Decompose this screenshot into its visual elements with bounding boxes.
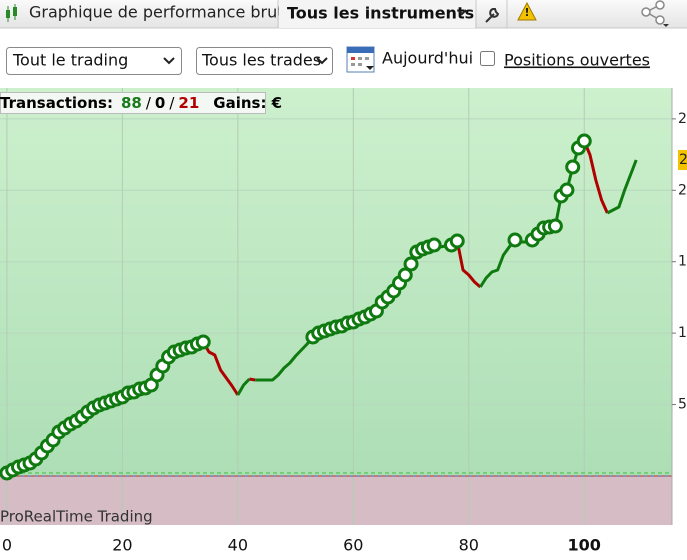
info-text: Transactions: 88/0/21 Gains: € <box>0 94 282 112</box>
line-segment <box>606 159 638 215</box>
plot-area <box>0 88 672 525</box>
line-segment <box>249 377 256 382</box>
select[interactable] <box>196 47 333 75</box>
select-value[interactable]: Tout le trading <box>12 51 128 70</box>
select-arrow <box>163 57 175 65</box>
checkbox-label[interactable]: Positions ouvertes <box>504 51 650 70</box>
line-segment <box>582 140 609 214</box>
y-tick-label: 2 <box>678 111 687 127</box>
peak-marker <box>576 133 592 149</box>
info-box <box>0 92 266 114</box>
share-arrow <box>663 24 669 27</box>
select-value[interactable]: Tous les trades <box>201 51 321 70</box>
current-badge <box>678 150 687 170</box>
line-segment <box>455 240 482 289</box>
peak-marker <box>195 334 211 350</box>
gains-label: Gains: € <box>213 94 282 112</box>
x-tick-label: 20 <box>112 536 132 555</box>
peak-marker <box>559 182 575 198</box>
y-tick-label: 1 <box>678 325 687 341</box>
peak-marker <box>403 256 419 272</box>
chart <box>0 88 672 525</box>
dropdown-arrow <box>457 9 467 16</box>
share-icon[interactable] <box>641 0 665 25</box>
current-label: 2 <box>679 152 687 168</box>
x-tick-label: 80 <box>459 536 479 555</box>
x-tick-label: 100 <box>568 536 601 555</box>
x-tick-label: 60 <box>343 536 363 555</box>
negative-area <box>0 476 672 525</box>
select[interactable] <box>6 47 182 75</box>
x-tick-label: 0 <box>2 536 12 555</box>
winners: 88 <box>121 94 142 112</box>
info-label: Transactions: <box>0 94 113 112</box>
y-tick-label: 5 <box>678 397 687 413</box>
tab[interactable]: Graphique de performance brute <box>29 3 293 22</box>
peak-marker <box>565 159 581 175</box>
checkbox[interactable] <box>480 51 495 66</box>
peak-marker <box>449 233 465 249</box>
peak-marker <box>426 237 442 253</box>
separator: / <box>146 94 152 112</box>
line-segment <box>479 239 517 288</box>
line-segment <box>236 377 251 396</box>
y-tick-label: 2 <box>678 182 687 198</box>
tab[interactable]: Tous les instruments <box>287 4 474 23</box>
peak-marker <box>397 267 413 283</box>
wrench-icon[interactable] <box>485 8 500 23</box>
losers: 21 <box>178 94 199 112</box>
line-segment <box>201 341 240 396</box>
watermark: ProRealTime Trading <box>0 508 153 526</box>
calendar-icon[interactable] <box>346 46 375 73</box>
separator: / <box>169 94 175 112</box>
peak-marker <box>507 232 523 248</box>
select-arrow <box>316 57 328 65</box>
tab-active[interactable] <box>279 0 475 28</box>
warning-icon[interactable] <box>517 1 537 21</box>
x-tick-label: 40 <box>228 536 248 555</box>
y-tick-label: 1 <box>678 254 687 270</box>
neutral: 0 <box>155 94 165 112</box>
warning-mark: ! <box>524 6 529 19</box>
date-label[interactable]: Aujourd'hui <box>382 49 473 68</box>
candle-icon <box>6 4 17 22</box>
peak-marker <box>547 218 563 234</box>
